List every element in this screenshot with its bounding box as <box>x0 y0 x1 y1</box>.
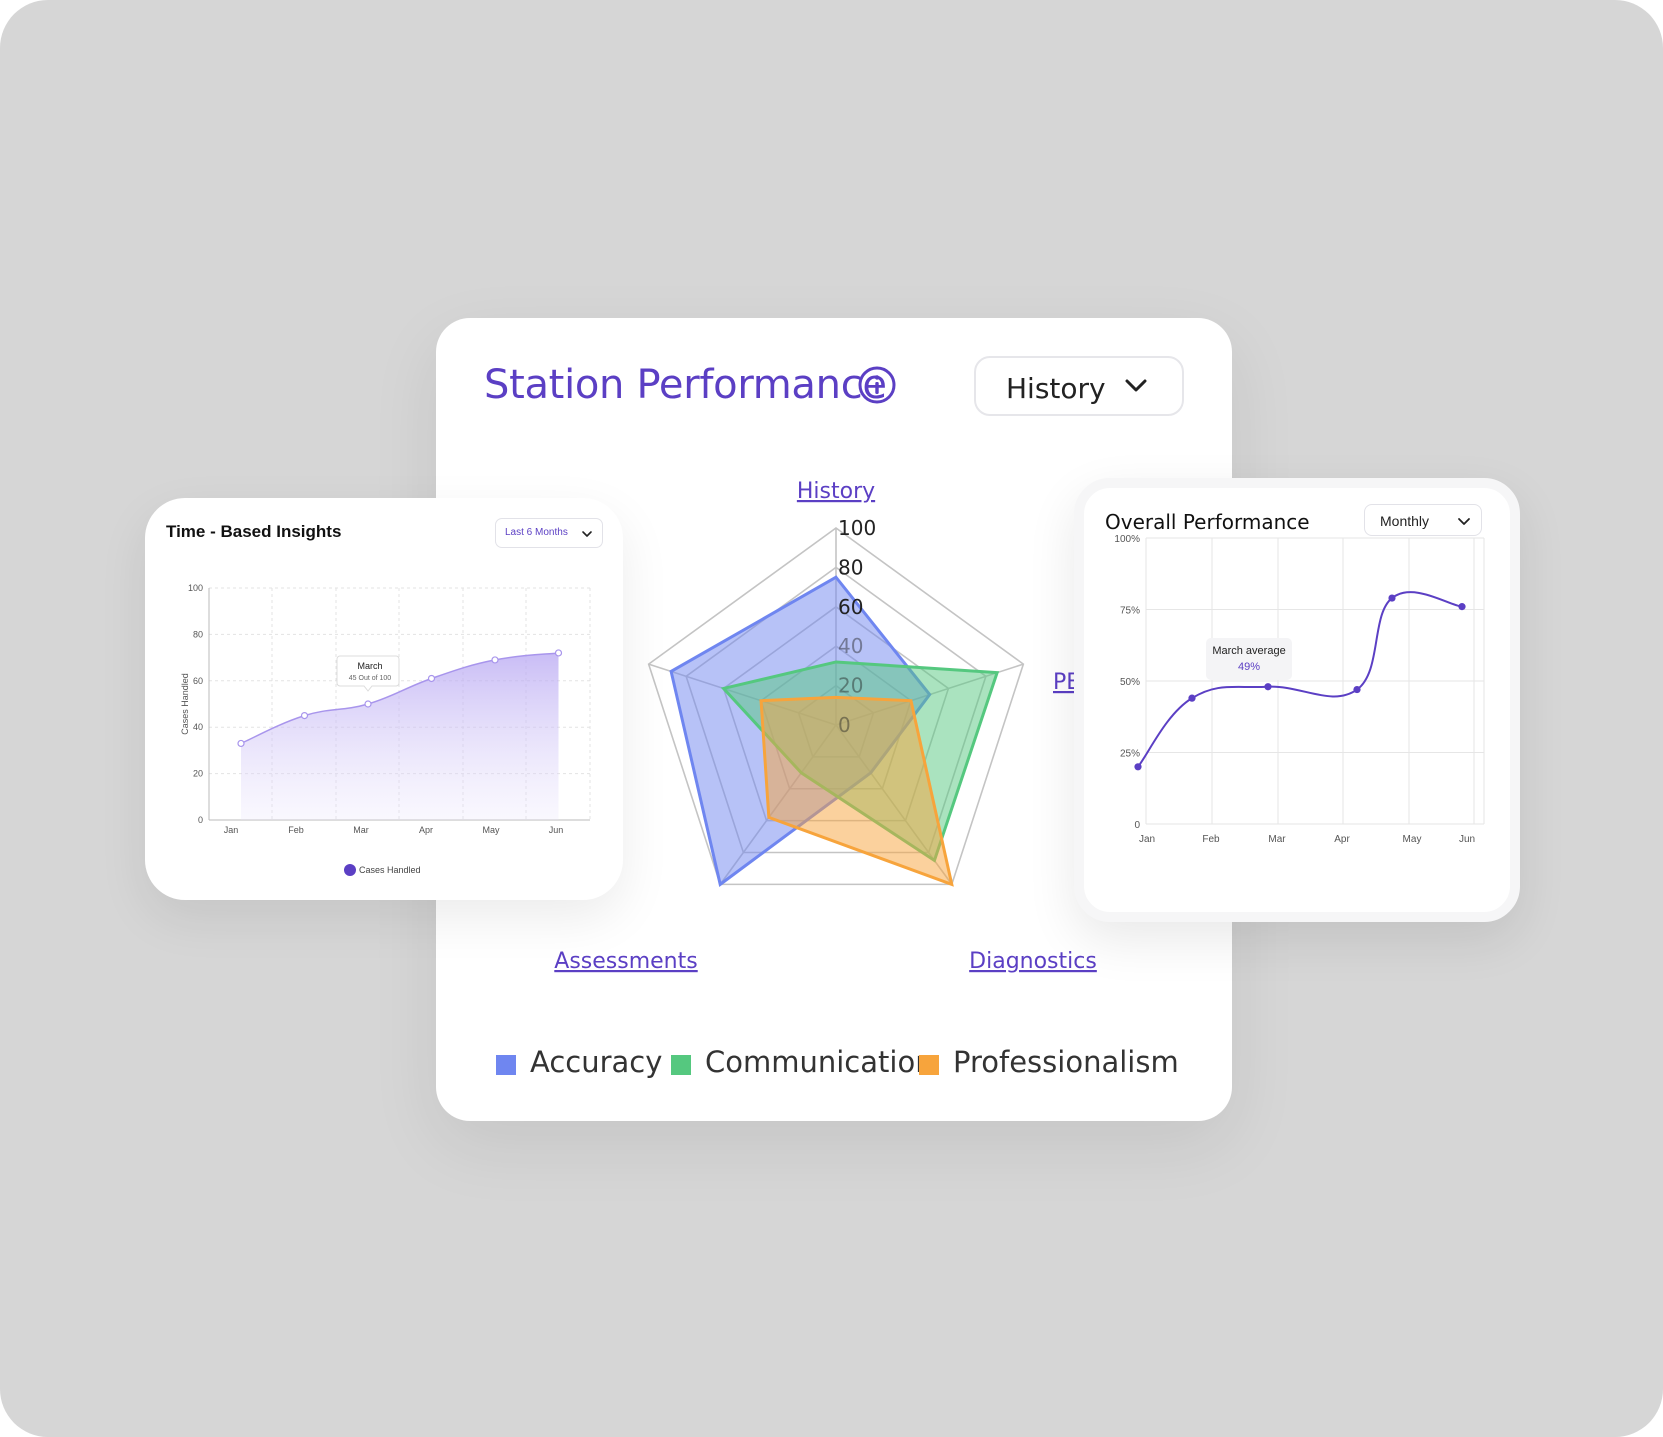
x-tick-label: May <box>482 825 500 835</box>
dropdown-label: Last 6 Months <box>505 527 568 538</box>
legend-swatch <box>496 1055 516 1075</box>
radar-axis-label-assessments: Assessments <box>554 949 697 974</box>
area-chart: 0 20 40 60 80 100 Jan Feb Mar Apr May Jun Cases Hand… <box>180 583 591 876</box>
legend-label: Cases Handled <box>359 865 421 875</box>
period-dropdown[interactable]: Last 6 Months <box>495 518 603 548</box>
data-point <box>427 674 436 683</box>
x-tick-label: Jan <box>224 825 239 835</box>
radar-tick-label: 0 <box>838 713 851 737</box>
legend-swatch <box>919 1055 939 1075</box>
tooltip-title: March average <box>1212 645 1285 657</box>
y-tick-label: 0 <box>198 815 203 825</box>
y-axis-label: Cases Handled <box>180 673 190 735</box>
dropdown-label: Monthly <box>1380 513 1430 529</box>
chevron-down-icon <box>1125 379 1147 392</box>
y-tick-label: 0 <box>1134 820 1140 831</box>
time-based-insights-card: Time - Based Insights Last 6 Months 0 20 4… <box>145 498 623 900</box>
y-tick-label: 100 <box>188 583 203 593</box>
radar-tick-label: 40 <box>838 634 863 658</box>
radar-tick-label: 80 <box>838 555 863 579</box>
x-tick-label: Apr <box>1334 834 1350 845</box>
x-tick-label: Jun <box>549 825 564 835</box>
radar-axis-label-history: History <box>797 479 875 504</box>
radar-axis-label-diagnostics: Diagnostics <box>969 949 1097 974</box>
data-point <box>554 649 563 657</box>
y-tick-label: 40 <box>193 722 203 732</box>
station-title: Station Performance <box>484 362 887 408</box>
info-icon[interactable] <box>858 366 896 404</box>
x-tick-label: May <box>1403 834 1422 845</box>
tooltip-value: 49% <box>1238 661 1260 673</box>
radar-series-professionalism <box>759 695 954 887</box>
x-tick-label: Jun <box>1459 834 1475 845</box>
overall-performance-card: Overall Performance Monthly 0 25% 50% 75% 10… <box>1074 478 1520 922</box>
radar-chart: 020406080100HistoryPEDiagnosticsAssessme… <box>554 479 1097 974</box>
chevron-down-icon <box>582 531 592 537</box>
tooltip-box <box>1206 638 1292 680</box>
y-tick-label: 50% <box>1120 677 1140 688</box>
y-tick-label: 25% <box>1120 749 1140 760</box>
y-tick-label: 75% <box>1120 606 1140 617</box>
series-line <box>1137 591 1463 768</box>
data-point <box>491 656 499 664</box>
tbi-title: Time - Based Insights <box>166 522 342 541</box>
data-point <box>300 712 309 720</box>
monthly-dropdown[interactable]: Monthly <box>1364 504 1482 536</box>
legend-label: Accuracy <box>530 1045 663 1079</box>
data-point <box>364 700 372 708</box>
y-tick-label: 20 <box>193 769 203 779</box>
legend-swatch <box>344 864 356 876</box>
x-tick-label: Feb <box>1202 834 1220 845</box>
y-tick-label: 100% <box>1114 534 1140 545</box>
chevron-down-icon <box>1458 518 1470 525</box>
radar-legend: Accuracy Communication Professionalism <box>496 1043 1216 1083</box>
data-point <box>1264 683 1272 691</box>
legend-swatch <box>671 1055 691 1075</box>
tooltip-value: 45 Out of 100 <box>349 675 392 682</box>
legend-label: Communication <box>705 1045 934 1079</box>
data-point <box>1458 603 1466 611</box>
tooltip-box <box>336 655 400 692</box>
line-chart: 0 25% 50% 75% 100% Jan Feb Mar Apr May Jun March av… <box>1114 534 1485 845</box>
history-dropdown[interactable]: History <box>974 356 1184 416</box>
x-tick-label: Mar <box>1268 834 1286 845</box>
data-point <box>1134 763 1142 771</box>
x-tick-label: Feb <box>288 825 304 835</box>
legend-label: Professionalism <box>953 1045 1179 1079</box>
area-fill <box>241 652 559 820</box>
radar-tick-label: 100 <box>838 516 876 540</box>
tooltip-title: March <box>357 661 382 671</box>
x-tick-label: Apr <box>419 825 433 835</box>
data-point <box>237 739 245 748</box>
data-point <box>1388 594 1396 602</box>
tooltip: March 45 Out of 100 <box>336 655 400 692</box>
area-line <box>240 652 559 745</box>
radar-grid-ring <box>647 527 1025 886</box>
op-grid <box>1145 537 1485 825</box>
data-point <box>1188 694 1196 702</box>
data-point <box>1353 685 1361 694</box>
x-tick-label: Jan <box>1139 834 1155 845</box>
tooltip: March average 49% <box>1206 638 1292 680</box>
y-tick-label: 80 <box>193 629 203 639</box>
op-title: Overall Performance <box>1105 510 1310 534</box>
y-tick-label: 60 <box>193 676 203 686</box>
radar-tick-label: 60 <box>838 595 863 619</box>
x-tick-label: Mar <box>353 825 369 835</box>
radar-tick-label: 20 <box>838 674 863 698</box>
dropdown-label: History <box>1006 372 1106 405</box>
